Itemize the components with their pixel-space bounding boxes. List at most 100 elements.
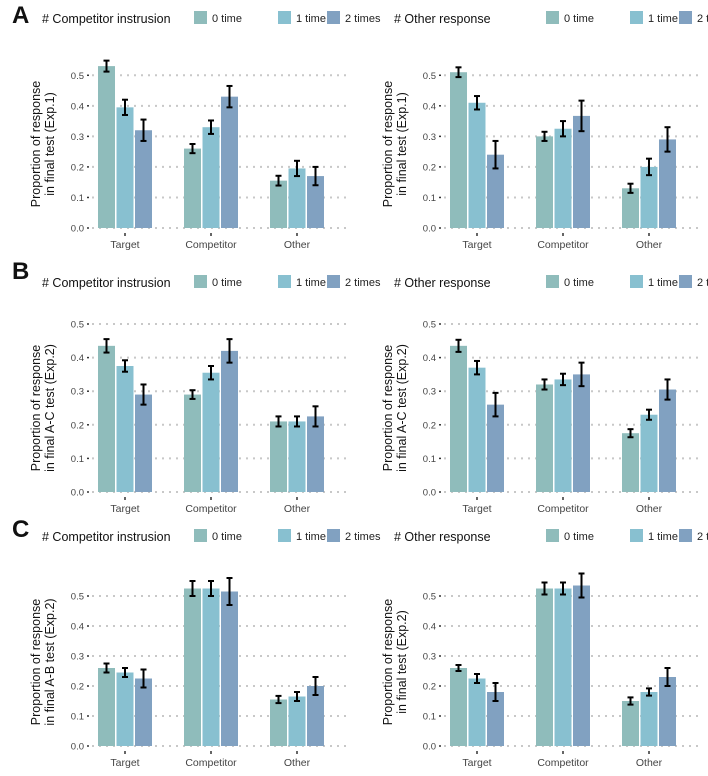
legend-title: # Competitor instrusion bbox=[42, 12, 171, 26]
x-tick-label-other: Other bbox=[636, 757, 663, 769]
error-bar bbox=[103, 662, 110, 674]
legend-swatch-2 bbox=[278, 11, 291, 24]
bar-other-1 bbox=[622, 701, 639, 746]
x-tick-label-other: Other bbox=[284, 239, 311, 251]
error-bar bbox=[541, 378, 548, 391]
error-bar bbox=[627, 182, 634, 194]
bar-target-2 bbox=[116, 672, 134, 746]
x-tick-label-competitor: Competitor bbox=[537, 239, 589, 251]
y-tick-label: 0.4 bbox=[423, 353, 436, 364]
error-bar bbox=[275, 174, 282, 187]
y-tick-label: 0.3 bbox=[423, 387, 436, 398]
legend-swatch-3 bbox=[679, 11, 692, 24]
y-tick-label: 0.0 bbox=[423, 224, 436, 235]
bar-target-2 bbox=[116, 366, 134, 492]
y-tick-label: 0.5 bbox=[423, 71, 436, 82]
legend-swatch-3 bbox=[679, 275, 692, 288]
x-tick-label-target: Target bbox=[462, 239, 491, 251]
error-bar bbox=[122, 98, 128, 116]
error-bar bbox=[208, 580, 214, 597]
y-tick-label: 0.5 bbox=[71, 71, 84, 82]
legend-title: # Competitor instrusion bbox=[42, 530, 171, 544]
row-label-b: B bbox=[12, 258, 30, 285]
bar-competitor-3 bbox=[573, 585, 590, 746]
bar-competitor-3 bbox=[221, 350, 238, 492]
bar-target-3 bbox=[487, 404, 504, 492]
y-tick-label: 0.5 bbox=[71, 320, 84, 331]
legend-label-2: 1 time bbox=[296, 13, 326, 25]
chart-svg: # Competitor instrusion 0 time 1 time 2 tim… bbox=[29, 275, 381, 515]
error-bar bbox=[578, 361, 585, 388]
panel-c-other: # Other response 0 time 1 time 2 times Propo… bbox=[370, 518, 708, 769]
y-tick-label: 0.2 bbox=[71, 420, 84, 431]
y-axis-label-line-1: Proportion of response bbox=[29, 81, 43, 208]
legend-swatch-2 bbox=[278, 529, 291, 542]
error-bar bbox=[578, 572, 585, 599]
error-bar bbox=[560, 372, 566, 387]
y-axis-label-line-1: Proportion of response bbox=[381, 599, 395, 726]
legend-label-2: 1 time bbox=[648, 13, 678, 25]
error-bar bbox=[492, 139, 499, 170]
error-bar bbox=[492, 391, 499, 418]
x-tick-label-other: Other bbox=[636, 503, 663, 515]
legend-title: # Other response bbox=[394, 530, 491, 544]
y-axis-label-line-2: in final A-B test (Exp.2) bbox=[43, 598, 57, 725]
bar-target-1 bbox=[98, 66, 115, 228]
error-bar bbox=[455, 66, 462, 79]
bar-target-2 bbox=[468, 678, 486, 746]
bar-competitor-3 bbox=[221, 591, 238, 746]
error-bar bbox=[140, 668, 147, 689]
bar-competitor-2 bbox=[554, 588, 572, 746]
y-tick-label: 0.5 bbox=[423, 320, 436, 331]
panel-a-competitor: # Competitor instrusion 0 time 1 time 2 tim… bbox=[18, 0, 381, 251]
x-tick-label-competitor: Competitor bbox=[185, 503, 237, 515]
y-tick-label: 0.3 bbox=[423, 652, 436, 663]
x-tick-label-target: Target bbox=[462, 757, 491, 769]
error-bar bbox=[627, 428, 634, 439]
legend-title: # Other response bbox=[394, 12, 491, 26]
bar-competitor-2 bbox=[554, 379, 572, 492]
y-tick-label: 0.0 bbox=[423, 488, 436, 499]
y-tick-label: 0.5 bbox=[423, 592, 436, 603]
bar-competitor-1 bbox=[184, 394, 201, 492]
bar-target-3 bbox=[487, 692, 504, 746]
panel-a-other: # Other response 0 time 1 time 2 times Propo… bbox=[370, 0, 708, 251]
error-bar bbox=[294, 415, 300, 428]
bar-target-3 bbox=[135, 678, 152, 746]
bar-competitor-2 bbox=[202, 588, 220, 746]
bar-target-1 bbox=[98, 345, 115, 492]
error-bar bbox=[646, 157, 652, 177]
bar-competitor-1 bbox=[184, 148, 201, 228]
chart-svg: # Competitor instrusion 0 time 1 time 2 tim… bbox=[29, 11, 381, 251]
bar-competitor-2 bbox=[202, 372, 220, 492]
error-bar bbox=[189, 389, 196, 400]
error-bar bbox=[208, 365, 214, 381]
legend-label-2: 1 time bbox=[296, 277, 326, 289]
error-bar bbox=[560, 581, 566, 596]
error-bar bbox=[664, 126, 671, 153]
legend-label-2: 1 time bbox=[648, 277, 678, 289]
y-axis-label-line-2: in final A-C test (Exp.2) bbox=[43, 344, 57, 472]
y-tick-label: 0.4 bbox=[423, 622, 436, 633]
error-bar bbox=[455, 338, 462, 353]
error-bar bbox=[122, 359, 128, 373]
error-bar bbox=[560, 120, 566, 138]
y-tick-label: 0.1 bbox=[423, 454, 436, 465]
chart-svg: # Other response 0 time 1 time 2 times Propo… bbox=[381, 275, 708, 515]
panel-b-competitor: # Competitor instrusion 0 time 1 time 2 tim… bbox=[18, 264, 381, 515]
bar-target-3 bbox=[135, 130, 152, 228]
legend-swatch-3 bbox=[327, 11, 340, 24]
error-bar bbox=[474, 95, 480, 111]
bar-target-3 bbox=[135, 394, 152, 492]
legend-label-1: 0 time bbox=[564, 531, 594, 543]
error-bar bbox=[140, 383, 147, 406]
y-tick-label: 0.2 bbox=[71, 682, 84, 693]
bar-other-3 bbox=[307, 416, 324, 492]
y-axis-label-line-1: Proportion of response bbox=[381, 345, 395, 472]
y-tick-label: 0.5 bbox=[71, 592, 84, 603]
x-tick-label-target: Target bbox=[462, 503, 491, 515]
bar-other-3 bbox=[659, 677, 676, 746]
x-tick-label-other: Other bbox=[284, 503, 311, 515]
bar-target-2 bbox=[468, 367, 486, 492]
